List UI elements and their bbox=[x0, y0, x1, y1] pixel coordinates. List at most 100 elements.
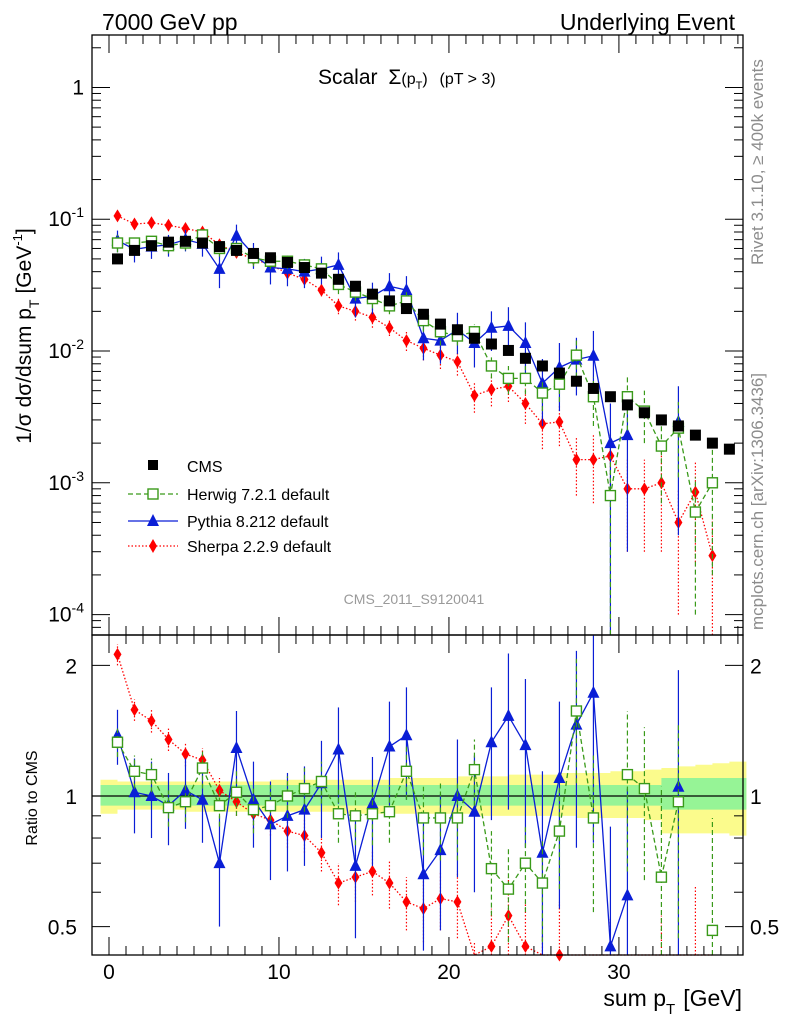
main-pythia-point-28 bbox=[587, 348, 600, 361]
main-sherpa-point-27 bbox=[572, 453, 581, 467]
legend-marker-cms bbox=[148, 460, 158, 470]
main-sherpa-line-0 bbox=[117, 215, 714, 556]
x-axis-label-unit: [GeV] bbox=[683, 985, 742, 1011]
ratio-herwig-point-25 bbox=[536, 877, 549, 889]
main-sherpa-point-21 bbox=[470, 388, 479, 402]
ratio-pythia-point-7 bbox=[230, 741, 243, 754]
chart-title-sigma-close: ) bbox=[422, 71, 427, 88]
ratio-herwig-point-12 bbox=[315, 775, 328, 788]
main-cms-point-30 bbox=[621, 399, 633, 411]
main-cms-point-5 bbox=[196, 237, 208, 249]
ratio-herwig-point-14 bbox=[349, 810, 362, 822]
legend-label-cms: CMS bbox=[187, 459, 223, 476]
main-pythia-point-7 bbox=[230, 228, 243, 241]
chart-title-sigma-arg: (p bbox=[401, 71, 415, 88]
main-ytick-label-mant-0: 1 bbox=[72, 76, 84, 99]
main-herwig-point-0 bbox=[111, 237, 124, 249]
legend-item-pythia: Pythia 8.212 default bbox=[128, 514, 329, 531]
main-sherpa-point-12 bbox=[317, 283, 326, 297]
main-cms-point-25 bbox=[536, 360, 548, 372]
main-cms-point-19 bbox=[434, 318, 446, 330]
ratio-herwig-point-11 bbox=[298, 782, 311, 795]
ratio-sherpa-point-1 bbox=[130, 703, 139, 717]
legend-marker-sherpa bbox=[149, 539, 157, 553]
ratio-y-axis: 0.5 0.5 1 1 2 2 bbox=[48, 655, 779, 939]
ratio-x-axis: 0 10 20 30 bbox=[103, 635, 739, 984]
main-sherpa-point-4 bbox=[181, 222, 190, 236]
main-cms-point-20 bbox=[451, 324, 463, 336]
main-cms-point-27 bbox=[570, 375, 582, 387]
main-cms-point-8 bbox=[247, 247, 259, 259]
chart-title-sigma: Σ bbox=[388, 66, 401, 89]
ratio-herwig-point-27 bbox=[570, 705, 583, 717]
main-cms-point-3 bbox=[162, 236, 174, 248]
main-herwig-point-29 bbox=[604, 489, 617, 502]
side-label-rivet: Rivet 3.1.10, ≥ 400k events bbox=[748, 59, 767, 265]
main-sherpa-point-3 bbox=[164, 218, 173, 232]
main-ytick-label-exp-2: -2 bbox=[72, 336, 85, 352]
ratio-sherpa-point-13 bbox=[334, 876, 343, 890]
main-sherpa-point-28 bbox=[589, 453, 598, 467]
ratio-herwig-point-1 bbox=[128, 765, 141, 777]
main-herwig-point-27 bbox=[570, 349, 583, 361]
main-sherpa-point-24 bbox=[521, 396, 530, 410]
main-cms-point-34 bbox=[689, 429, 701, 441]
ratio-ytick-label-left-2: 2 bbox=[65, 655, 77, 678]
main-cms-point-16 bbox=[383, 295, 395, 307]
main-cms-point-24 bbox=[519, 352, 531, 364]
ratio-herwig-point-32 bbox=[655, 871, 668, 883]
legend-marker-herwig bbox=[147, 488, 159, 500]
ratio-pythia-point-16 bbox=[383, 739, 396, 752]
ratio-herwig-point-35 bbox=[706, 924, 719, 937]
main-herwig-point-22 bbox=[485, 360, 498, 372]
main-y-axis-label-main: 1/σ dσ/dsum p bbox=[13, 308, 36, 444]
main-herwig-point-34 bbox=[689, 506, 702, 518]
main-sherpa-point-13 bbox=[334, 299, 343, 313]
main-y-axis: 110-110-210-310-4 bbox=[48, 35, 743, 636]
ratio-pythia-point-6 bbox=[213, 856, 226, 869]
ratio-pythia-point-24 bbox=[519, 738, 532, 751]
ratio-ytick-label-right-0: 0.5 bbox=[750, 917, 779, 940]
ratio-pythia-point-13 bbox=[332, 742, 345, 755]
main-ytick-label-mant-4: 10 bbox=[48, 604, 71, 627]
ratio-herwig-point-10 bbox=[281, 790, 294, 802]
ratio-herwig-point-21 bbox=[468, 763, 481, 776]
main-cms-point-18 bbox=[417, 308, 429, 320]
ratio-pythia-point-14 bbox=[349, 858, 362, 871]
ratio-herwig-point-3 bbox=[162, 801, 175, 814]
ratio-frame bbox=[91, 634, 744, 956]
main-cms-point-14 bbox=[349, 280, 361, 292]
ratio-herwig-point-23 bbox=[502, 883, 515, 895]
ratio-herwig-point-31 bbox=[638, 782, 651, 795]
main-pythia-line-0 bbox=[117, 234, 628, 445]
main-ytick-label-exp-3: -3 bbox=[72, 468, 85, 484]
ratio-herwig-point-28 bbox=[587, 812, 600, 824]
ratio-sherpa-point-16 bbox=[385, 876, 394, 890]
ratio-ytick-label-right-2: 2 bbox=[750, 655, 762, 678]
main-y-axis-label-unit: [GeV bbox=[13, 246, 36, 294]
ratio-sherpa-point-24 bbox=[521, 939, 530, 953]
ratio-herwig-point-20 bbox=[451, 812, 464, 824]
ratio-sherpa-line-0 bbox=[116, 654, 713, 956]
main-cms-point-7 bbox=[230, 244, 242, 256]
ratio-sherpa-point-17 bbox=[402, 895, 411, 909]
ratio-herwig-point-24 bbox=[519, 857, 532, 869]
main-sherpa-point-2 bbox=[147, 216, 156, 230]
main-ytick-label-4: 10-4 bbox=[48, 600, 84, 627]
main-cms-point-29 bbox=[604, 391, 616, 403]
ratio-xtick-label-2: 20 bbox=[437, 961, 460, 984]
main-ytick-label-mant-1: 10 bbox=[48, 208, 71, 231]
main-herwig-point-23 bbox=[502, 372, 515, 385]
main-y-axis-label-sub: T bbox=[26, 299, 42, 308]
main-herwig-point-25 bbox=[536, 387, 549, 399]
x-axis-label-main: sum p bbox=[603, 985, 666, 1011]
ratio-herwig-point-19 bbox=[434, 812, 447, 824]
ratio-sherpa-point-22 bbox=[487, 939, 496, 953]
main-pythia-point-30 bbox=[621, 428, 634, 441]
legend-item-cms: CMS bbox=[148, 459, 223, 476]
ratio-herwig-point-17 bbox=[400, 765, 413, 777]
legend-marker-pythia bbox=[147, 514, 159, 526]
chart-title-sigma-sub: T bbox=[416, 80, 423, 92]
ratio-herwig-point-18 bbox=[417, 812, 430, 824]
